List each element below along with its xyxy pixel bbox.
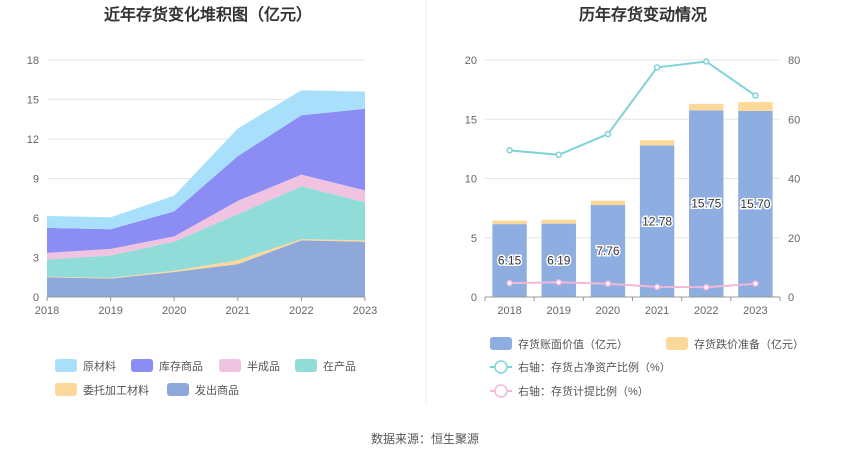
- point-右轴：存货占净资产比例（%）: [506, 147, 513, 154]
- left-x-tick-label: 2021: [226, 305, 250, 317]
- right-y2-tick-label: 80: [788, 55, 800, 67]
- bar-value-label: 15.75: [691, 197, 721, 211]
- legend-swatch-半成品: [219, 359, 241, 372]
- right-y-tick-label: 10: [465, 174, 477, 186]
- legend-swatch-委托加工材料: [55, 383, 77, 396]
- point-右轴：存货占净资产比例（%）: [653, 64, 661, 71]
- bar-value-label: 12.78: [642, 214, 672, 228]
- right-grid: [485, 59, 780, 298]
- bar-value-label: 7.76: [596, 244, 620, 258]
- bar-存货跌价准备（亿元）: [639, 140, 675, 146]
- left-axis: 0 3 6 9 12 15 18 2018 2019 2020 2021 2022 2023: [27, 55, 377, 317]
- area-发出商品: [47, 240, 365, 297]
- legend-label-发出商品: 发出商品: [195, 383, 239, 397]
- right-legend: 存货账面价值（亿元） 存货跌价准备（亿元） 右轴：存货占净资产比例（%） 右轴：存货计…: [490, 337, 804, 398]
- left-chart-title: 近年存货变化堆积图（亿元）: [104, 5, 312, 24]
- bar-存货跌价准备（亿元）: [492, 220, 527, 225]
- point-右轴：存货计提比例（%）: [752, 280, 759, 287]
- left-y-tick-label: 18: [27, 55, 39, 67]
- point-右轴：存货占净资产比例（%）: [555, 151, 562, 159]
- area-原材料: [47, 90, 365, 230]
- area-库存商品: [47, 108, 365, 253]
- point-右轴：存货计提比例（%）: [555, 278, 562, 286]
- right-x-tick-label: 2023: [743, 305, 767, 317]
- point-右轴：存货计提比例（%）: [604, 280, 612, 287]
- legend-label-在产品: 在产品: [323, 359, 356, 373]
- left-x-tick-label: 2019: [98, 305, 122, 317]
- legend-swatch-存货跌价准备（亿元）: [666, 337, 688, 350]
- right-y2-tick-label: 20: [788, 233, 800, 245]
- left-y-tick-label: 12: [27, 134, 39, 146]
- right-y-tick-label: 0: [471, 292, 477, 304]
- legend-swatch-存货账面价值（亿元）: [490, 337, 512, 350]
- right-y2-tick-label: 0: [788, 292, 794, 304]
- bar-value-label: 15.70: [740, 197, 770, 211]
- legend-swatch-发出商品: [167, 383, 189, 396]
- legend-label-半成品: 半成品: [247, 359, 280, 373]
- right-axis: 0 5 10 15 20 0 20 40 60 80 2018 2019 2020 2021 2022 202…: [465, 55, 801, 317]
- legend-marker-右轴：存货计提比例（%）: [494, 384, 508, 398]
- bar-value-label: 6.15: [498, 254, 522, 268]
- point-右轴：存货计提比例（%）: [506, 279, 513, 287]
- left-x-tick-label: 2020: [162, 305, 186, 317]
- bar-存货跌价准备（亿元）: [590, 200, 626, 206]
- point-右轴：存货占净资产比例（%）: [703, 58, 710, 65]
- left-y-tick-label: 0: [33, 292, 39, 304]
- left-y-tick-label: 6: [33, 213, 39, 225]
- left-y-tick-label: 15: [27, 95, 39, 107]
- legend-label-存货跌价准备（亿元）: 存货跌价准备（亿元）: [694, 337, 804, 351]
- point-右轴：存货计提比例（%）: [703, 283, 710, 291]
- bar-存货账面价值（亿元）: [639, 145, 675, 297]
- bar-value-label: 6.19: [547, 253, 571, 267]
- right-y-tick-label: 15: [465, 114, 477, 126]
- bar-存货跌价准备（亿元）: [541, 219, 576, 224]
- left-x-tick-label: 2023: [353, 305, 377, 317]
- right-lines: [506, 58, 759, 291]
- right-x-tick-label: 2018: [497, 305, 521, 317]
- right-y-tick-label: 20: [465, 55, 477, 67]
- legend-swatch-库存商品: [131, 359, 153, 372]
- bar-存货账面价值（亿元）: [738, 110, 773, 297]
- legend-swatch-原材料: [55, 359, 77, 372]
- inventory-bar-chart: 历年存货变动情况 6.15 6.19 7.76 12.78 15.75 15.70 0 5 1…: [465, 5, 804, 398]
- legend-marker-右轴：存货占净资产比例（%）: [494, 360, 508, 374]
- stacked-area-chart: 近年存货变化堆积图（亿元） 0 3 6 9 12 15 18 2018 2019 2020 2021…: [27, 5, 377, 397]
- legend-label-右轴：存货占净资产比例（%）: 右轴：存货占净资产比例（%）: [518, 360, 671, 374]
- right-x-tick-label: 2022: [694, 305, 718, 317]
- left-y-tick-label: 3: [33, 253, 39, 265]
- right-y2-tick-label: 40: [788, 174, 800, 186]
- legend-label-存货账面价值（亿元）: 存货账面价值（亿元）: [518, 337, 628, 351]
- right-chart-title: 历年存货变动情况: [579, 5, 707, 24]
- left-x-tick-label: 2018: [35, 305, 59, 317]
- legend-label-库存商品: 库存商品: [159, 359, 203, 373]
- point-右轴：存货计提比例（%）: [653, 283, 661, 291]
- left-y-tick-label: 9: [33, 174, 39, 186]
- area-在产品: [47, 186, 365, 278]
- line-右轴：存货计提比例（%）: [509, 281, 756, 289]
- bar-存货跌价准备（亿元）: [689, 103, 724, 111]
- right-x-tick-label: 2019: [547, 305, 571, 317]
- line-右轴：存货占净资产比例（%）: [509, 60, 756, 156]
- legend-label-右轴：存货计提比例（%）: 右轴：存货计提比例（%）: [518, 384, 649, 398]
- bar-存货账面价值（亿元）: [689, 110, 724, 297]
- right-x-tick-label: 2020: [596, 305, 620, 317]
- bar-存货跌价准备（亿元）: [738, 102, 773, 111]
- right-data-labels: 6.15 6.19 7.76 12.78 15.75 15.70: [496, 195, 772, 269]
- right-bars: [492, 102, 773, 297]
- legend-label-原材料: 原材料: [83, 359, 116, 373]
- right-y-tick-label: 5: [471, 233, 477, 245]
- left-x-tick-label: 2022: [289, 305, 313, 317]
- legend-swatch-在产品: [295, 359, 317, 372]
- right-x-tick-label: 2021: [645, 305, 669, 317]
- legend-label-委托加工材料: 委托加工材料: [83, 383, 149, 397]
- left-areas: [47, 90, 365, 297]
- source-note: 数据来源：恒生聚源: [371, 431, 479, 446]
- point-右轴：存货占净资产比例（%）: [752, 92, 759, 99]
- area-半成品: [47, 174, 365, 260]
- right-y2-tick-label: 60: [788, 114, 800, 126]
- point-右轴：存货占净资产比例（%）: [604, 130, 612, 138]
